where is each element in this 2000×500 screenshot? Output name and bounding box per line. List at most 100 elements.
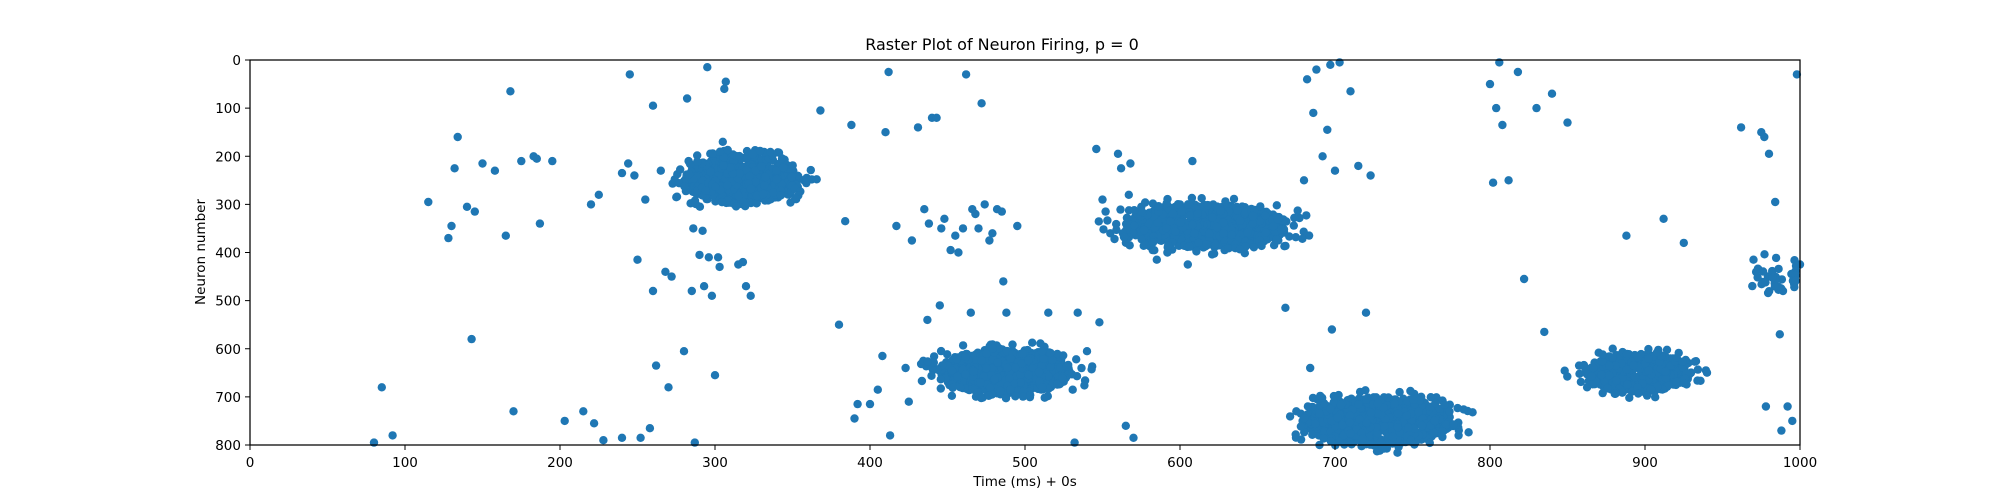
burst-spike-point (1139, 241, 1148, 250)
burst-spike-point (1046, 348, 1055, 358)
burst-spike-point (691, 199, 700, 209)
burst-spike-point (1380, 422, 1389, 431)
spike-point (1299, 176, 1309, 185)
spike-point (853, 399, 862, 409)
burst-spike-point (1690, 357, 1700, 366)
burst-spike-point (1256, 202, 1265, 211)
burst-spike-point (766, 147, 775, 157)
spike-point (490, 166, 500, 175)
burst-spike-point (1629, 361, 1638, 370)
y-tick-label: 200 (215, 149, 241, 165)
burst-spike-point (1372, 423, 1381, 432)
burst-spike-point (1285, 232, 1294, 241)
burst-spike-point (982, 364, 991, 373)
burst-spike-point (1056, 363, 1065, 372)
burst-spike-point (969, 367, 978, 376)
burst-spike-point (1302, 211, 1311, 220)
x-tick-label: 800 (1477, 455, 1503, 471)
burst-spike-point (719, 161, 728, 170)
burst-spike-point (1417, 421, 1427, 431)
burst-spike-point (751, 166, 760, 175)
burst-spike-point (1024, 370, 1033, 380)
burst-spike-point (1148, 245, 1157, 255)
burst-spike-point (1017, 359, 1026, 368)
spike-point (1098, 195, 1107, 204)
burst-spike-point (734, 191, 743, 201)
burst-spike-point (979, 372, 988, 381)
burst-spike-point (1285, 412, 1295, 421)
spike-point (509, 407, 518, 416)
spike-point (1113, 149, 1123, 158)
burst-spike-point (1261, 228, 1271, 237)
spike-point (1504, 176, 1513, 185)
burst-spike-point (953, 372, 962, 381)
spike-point (636, 433, 645, 442)
burst-spike-point (1633, 353, 1643, 362)
burst-spike-point (1431, 398, 1440, 408)
spike-point (1095, 318, 1104, 327)
burst-spike-point (1560, 366, 1569, 375)
burst-spike-point (1039, 354, 1048, 363)
spike-point (954, 248, 963, 257)
spike-point (1771, 197, 1780, 207)
spike-point (633, 255, 642, 264)
burst-spike-point (993, 358, 1002, 367)
burst-spike-point (977, 356, 986, 365)
burst-spike-point (1257, 241, 1266, 251)
spike-point (937, 224, 946, 233)
burst-spike-point (1148, 238, 1158, 247)
burst-spike-point (961, 352, 970, 361)
burst-spike-point (1587, 372, 1596, 381)
burst-spike-point (1333, 413, 1342, 422)
y-axis-label: Neuron number (193, 199, 209, 305)
burst-spike-point (1059, 351, 1068, 360)
burst-spike-point (1099, 225, 1108, 234)
spike-point (535, 219, 545, 228)
burst-spike-point (1354, 400, 1363, 409)
burst-spike-point (1662, 345, 1672, 354)
burst-spike-point (1218, 218, 1228, 228)
spike-point (1361, 308, 1371, 317)
burst-spike-point (1037, 347, 1047, 356)
spike-point (641, 195, 650, 204)
burst-spike-point (1194, 238, 1203, 247)
burst-spike-point (976, 378, 985, 387)
burst-spike-point (1579, 360, 1589, 370)
burst-spike-point (923, 357, 932, 366)
burst-spike-point (680, 182, 689, 191)
burst-spike-point (1362, 395, 1371, 404)
spike-point (892, 221, 901, 231)
burst-spike-point (1326, 404, 1335, 414)
burst-spike-point (1018, 349, 1027, 358)
spike-point (1485, 79, 1495, 89)
spike-point (1532, 103, 1541, 113)
burst-spike-point (1243, 228, 1252, 237)
burst-spike-point (1224, 244, 1233, 253)
burst-spike-point (723, 181, 732, 190)
spike-point (667, 272, 676, 281)
spike-point (695, 250, 704, 260)
burst-spike-point (706, 167, 715, 177)
burst-spike-point (1040, 393, 1049, 402)
burst-spike-point (1633, 383, 1642, 392)
burst-spike-point (1293, 206, 1302, 215)
burst-spike-point (1661, 373, 1671, 383)
burst-spike-point (1664, 381, 1673, 390)
burst-spike-point (1361, 386, 1370, 395)
burst-spike-point (1001, 394, 1011, 403)
burst-spike-point (990, 374, 999, 384)
spike-point (1659, 214, 1668, 223)
spike-point (1121, 421, 1131, 430)
burst-spike-point (1016, 378, 1025, 387)
spike-point (1749, 255, 1758, 264)
burst-spike-point (1062, 362, 1071, 371)
spike-point (1783, 402, 1792, 411)
burst-spike-point (936, 375, 945, 384)
spike-point (738, 257, 748, 267)
burst-spike-point (1221, 197, 1230, 206)
burst-spike-point (1192, 247, 1201, 256)
burst-spike-point (927, 371, 936, 380)
burst-spike-point (1299, 227, 1308, 236)
burst-spike-point (988, 344, 997, 353)
x-tick-label: 900 (1632, 455, 1658, 471)
